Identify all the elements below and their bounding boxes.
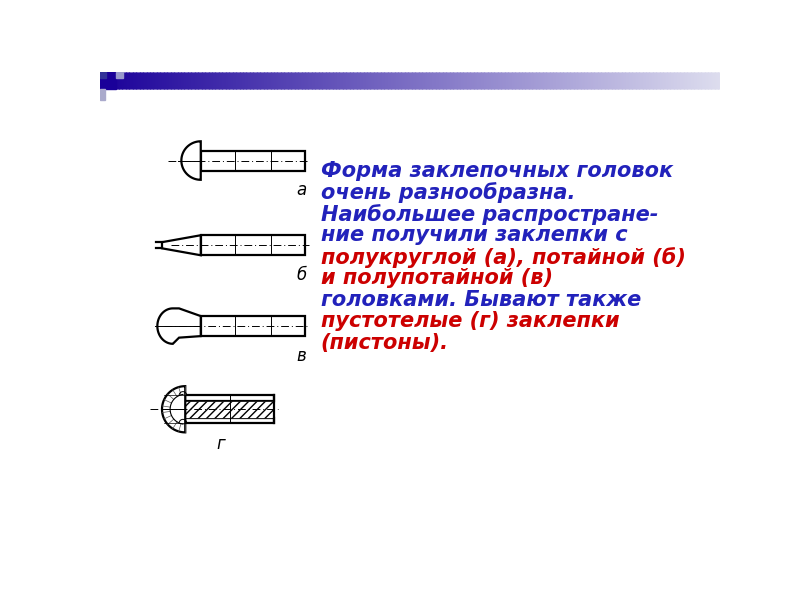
Bar: [100, 89, 105, 100]
Bar: [100, 72, 106, 78]
Bar: [201, 235, 306, 255]
Text: головками. Бывают также: головками. Бывают также: [321, 290, 641, 310]
Text: ние получили заклепки с: ние получили заклепки с: [321, 225, 627, 245]
Bar: [201, 151, 306, 170]
Polygon shape: [158, 308, 201, 344]
Polygon shape: [162, 386, 186, 433]
Bar: [201, 316, 306, 336]
Bar: [100, 72, 115, 89]
Text: и полупотайной (в): и полупотайной (в): [321, 268, 553, 289]
Text: в: в: [297, 347, 306, 365]
Text: пустотелые (г) заклепки: пустотелые (г) заклепки: [321, 311, 619, 331]
Text: а: а: [296, 181, 306, 199]
Bar: [115, 72, 123, 78]
Text: Наибольшее распростране-: Наибольшее распростране-: [321, 203, 658, 224]
Polygon shape: [162, 235, 201, 255]
Bar: [186, 401, 274, 418]
Text: б: б: [296, 266, 306, 284]
Bar: [186, 418, 274, 423]
Text: Форма заклепочных головок: Форма заклепочных головок: [321, 161, 673, 181]
Text: очень разнообразна.: очень разнообразна.: [321, 182, 575, 203]
Text: (пистоны).: (пистоны).: [321, 333, 449, 353]
Text: полукруглой (а), потайной (б): полукруглой (а), потайной (б): [321, 247, 686, 268]
Bar: [186, 395, 274, 401]
Text: г: г: [217, 436, 226, 454]
Polygon shape: [182, 141, 201, 180]
